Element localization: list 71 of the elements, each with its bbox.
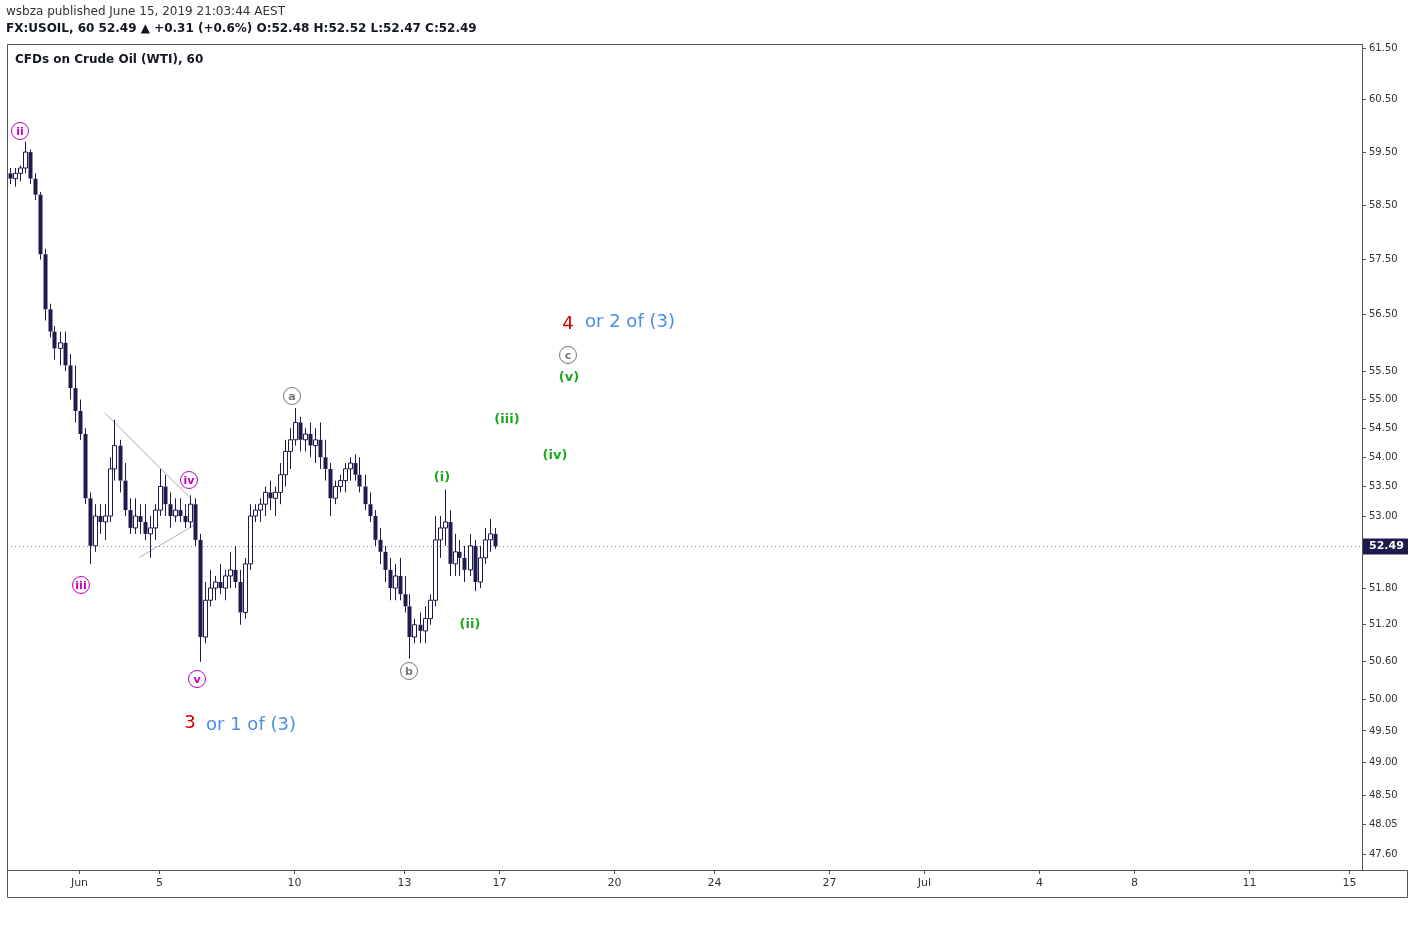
- x-tick-label: 27: [822, 876, 837, 890]
- candlestick: [78, 399, 83, 441]
- x-tick-label: Jul: [916, 876, 932, 890]
- y-tick-label: 56.50: [1369, 308, 1398, 320]
- candlestick: [33, 172, 38, 201]
- annotation: (ii): [459, 615, 481, 631]
- candlestick: [118, 439, 123, 493]
- y-tick-label: 55.50: [1369, 364, 1398, 376]
- y-tick-label: 50.60: [1369, 655, 1398, 667]
- annotation: (v): [558, 368, 580, 384]
- y-tick-label: 53.00: [1369, 509, 1398, 521]
- annotation: v: [188, 670, 206, 688]
- x-tick-label: 8: [1131, 876, 1138, 890]
- text: wsbza published June 15, 2019 21:03:44 AEST: [6, 4, 285, 18]
- candlestick: [378, 527, 383, 565]
- candlestick: [68, 353, 73, 401]
- y-tick-label: 49.50: [1369, 724, 1398, 736]
- text: CFDs on Crude Oil (WTI), 60: [15, 52, 204, 66]
- annotation: a: [283, 387, 301, 405]
- y-tick-label: 61.50: [1369, 41, 1398, 53]
- candlestick: [83, 427, 88, 505]
- x-tick-label: 10: [287, 876, 302, 890]
- annotation: (i): [433, 468, 451, 484]
- annotation: b: [400, 662, 418, 680]
- x-tick-label: 13: [397, 876, 412, 890]
- annotation: (iv): [542, 446, 568, 462]
- y-tick-label: 49.00: [1369, 756, 1398, 768]
- y-tick-label: 55.00: [1369, 393, 1398, 405]
- annotation: or 2 of (3): [585, 310, 675, 331]
- y-tick-label: 59.50: [1369, 145, 1398, 157]
- x-tick-label: 11: [1242, 876, 1257, 890]
- x-tick-label: 15: [1342, 876, 1357, 890]
- ref-line-label: 52.49: [1369, 539, 1404, 553]
- x-tick-label: 17: [492, 876, 507, 890]
- candlestick: [357, 456, 362, 493]
- y-tick-label: 50.00: [1369, 692, 1398, 704]
- annotation: c: [559, 346, 577, 364]
- x-tick-label: 5: [156, 876, 163, 890]
- candlestick: [457, 539, 462, 577]
- y-tick-label: 53.50: [1369, 480, 1398, 492]
- annotation: ii: [11, 122, 29, 140]
- y-tick-label: 60.50: [1369, 93, 1398, 105]
- y-tick-label: 54.00: [1369, 450, 1398, 462]
- annotation: 3: [184, 711, 196, 732]
- candlestick: [323, 439, 328, 482]
- annotation: or 1 of (3): [206, 713, 296, 734]
- y-tick-label: 54.50: [1369, 421, 1398, 433]
- chart-subtitle: FX:USOIL, 60 52.49 ▲ +0.31 (+0.6%) O:52.48 H:52.52 L:52.47 C:52.49: [6, 21, 477, 35]
- x-tick-label: 20: [607, 876, 622, 890]
- y-tick-label: 57.50: [1369, 253, 1398, 265]
- candlestick: [43, 248, 48, 321]
- annotation: iii: [72, 576, 90, 594]
- annotation: iv: [180, 471, 198, 489]
- y-tick-label: 47.60: [1369, 847, 1398, 859]
- candlestick: [38, 191, 43, 261]
- y-tick-label: 51.80: [1369, 581, 1398, 593]
- x-tick-label: 4: [1036, 876, 1043, 890]
- x-tick-label: 24: [707, 876, 722, 890]
- y-tick-label: 48.50: [1369, 788, 1398, 800]
- candlestick: [123, 462, 128, 517]
- y-tick-label: 48.05: [1369, 818, 1398, 830]
- x-tick-label: Jun: [69, 876, 89, 890]
- annotation: (iii): [494, 410, 520, 426]
- annotation: 4: [562, 312, 574, 333]
- candlestick: [363, 474, 368, 511]
- candlestick: [373, 509, 378, 547]
- candlestick: [383, 545, 388, 583]
- candlestick: [73, 364, 78, 423]
- candlestick: [368, 491, 373, 523]
- y-tick-label: 51.20: [1369, 618, 1398, 630]
- y-tick-label: 58.50: [1369, 199, 1398, 211]
